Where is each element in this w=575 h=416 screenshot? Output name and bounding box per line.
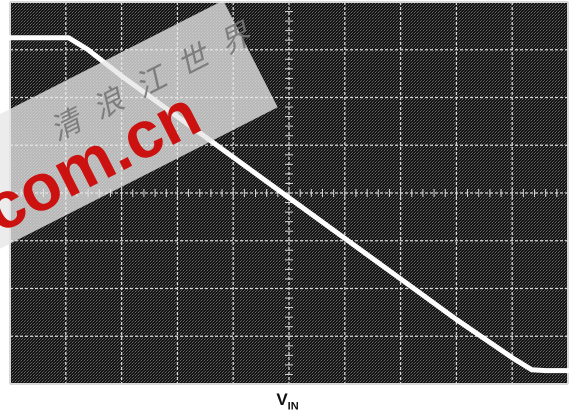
x-axis-label: VIN <box>0 390 575 412</box>
scope-screen: 清 浪 江 世 界 .com.cn <box>0 0 571 385</box>
watermark-band <box>0 0 278 258</box>
x-axis-label-subscript: IN <box>287 400 299 413</box>
x-axis-label-main: V <box>276 390 288 409</box>
waveform-trace <box>7 35 571 374</box>
